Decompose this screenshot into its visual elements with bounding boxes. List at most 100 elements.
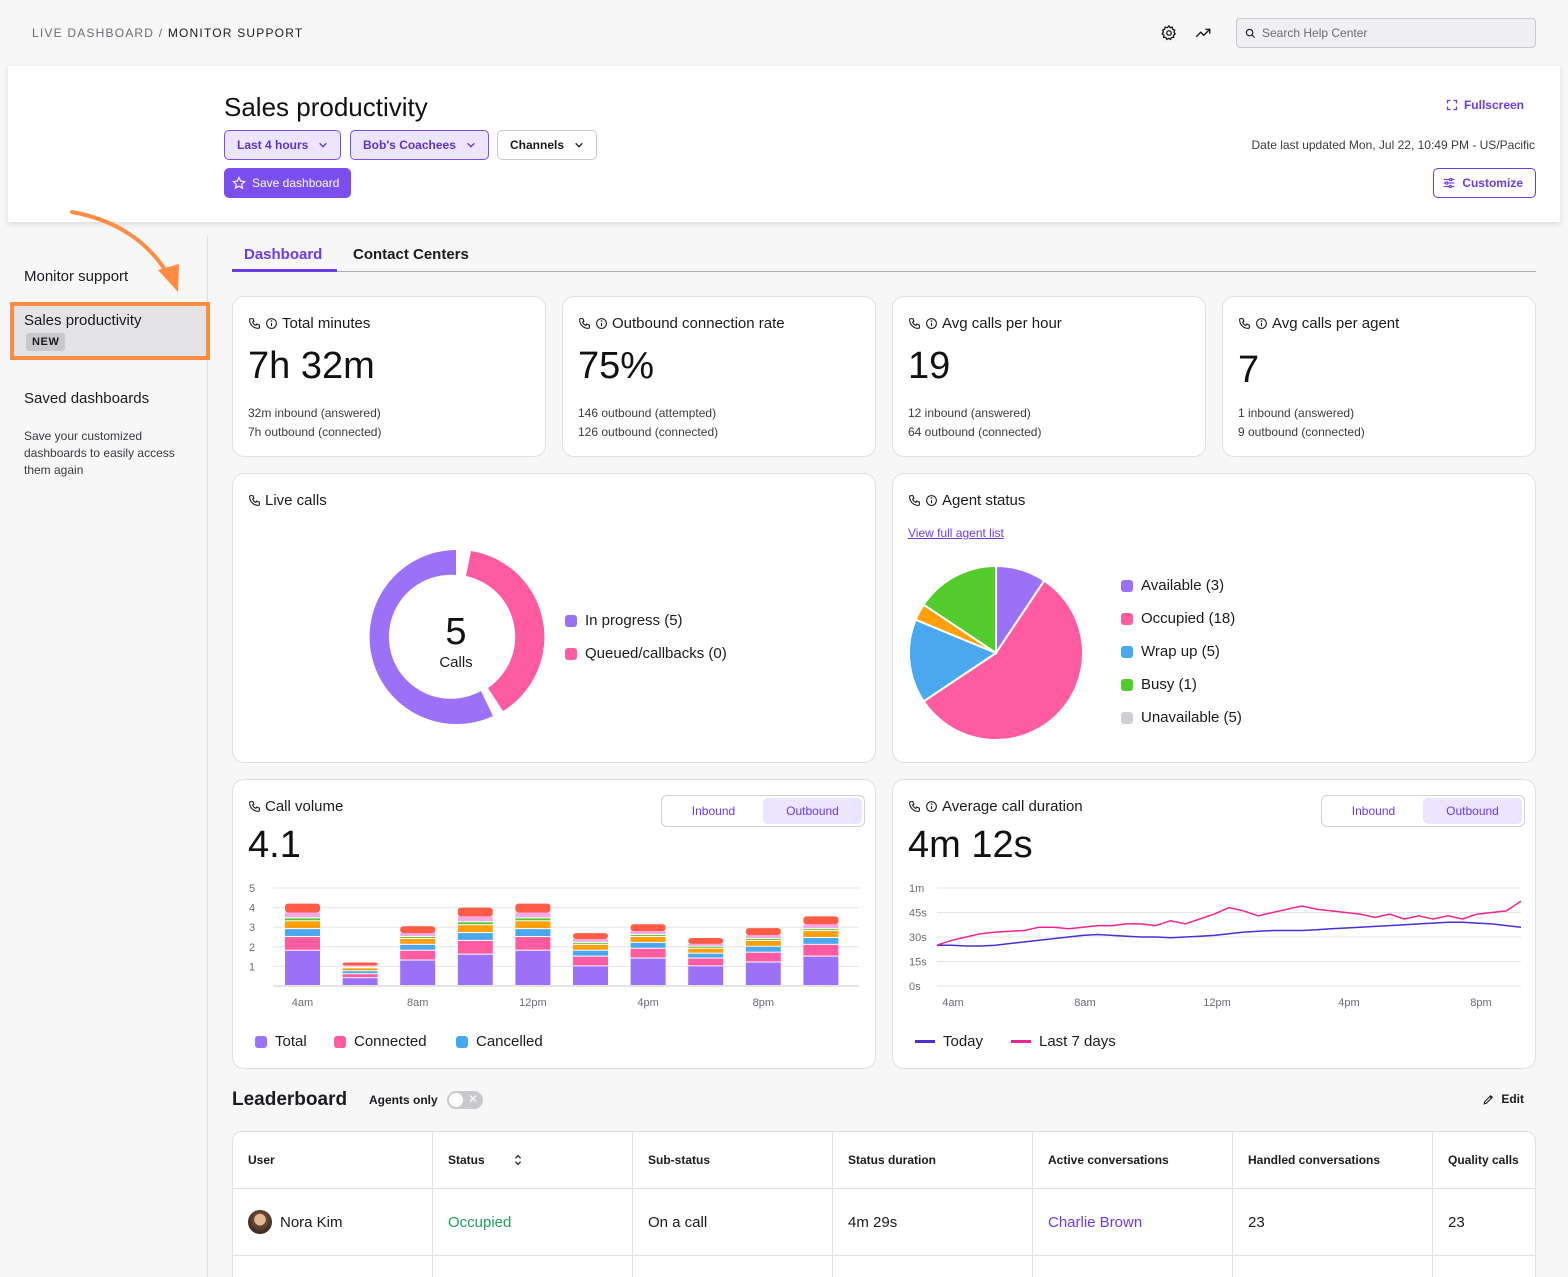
time-filter-dropdown[interactable]: Last 4 hours xyxy=(224,130,342,160)
bar-segment xyxy=(745,952,781,962)
card-title: Call volume xyxy=(248,798,343,815)
agent-status-card: Agent status View full agent list Availa… xyxy=(892,473,1536,763)
bar-segment xyxy=(285,929,320,936)
saved-dashboards-description: Save your customized dashboards to easil… xyxy=(24,429,175,477)
trending-up-icon[interactable] xyxy=(1192,22,1214,44)
user-name: Nora Kim xyxy=(280,1213,343,1231)
toggle-outbound[interactable]: Outbound xyxy=(1423,798,1522,824)
column-header-handled-conversations[interactable]: Handled conversations xyxy=(1233,1132,1433,1188)
toggle-inbound[interactable]: Inbound xyxy=(691,804,736,818)
settings-gear-icon[interactable] xyxy=(1158,22,1180,44)
donut-slice-in-progress xyxy=(369,550,493,724)
bar-segment xyxy=(515,929,551,936)
search-input[interactable] xyxy=(1262,26,1512,40)
new-badge: NEW xyxy=(26,333,66,351)
toggle-outbound[interactable]: Outbound xyxy=(763,798,862,824)
info-icon[interactable] xyxy=(925,317,938,330)
bar-segment xyxy=(573,942,608,944)
channels-filter-dropdown[interactable]: Channels xyxy=(497,130,598,160)
info-icon[interactable] xyxy=(595,317,608,330)
edit-button[interactable]: Edit xyxy=(1482,1092,1524,1106)
tab-dashboard[interactable]: Dashboard xyxy=(244,246,323,263)
table-row-partial xyxy=(633,1255,833,1277)
table-cell-active-conversation-link[interactable]: Charlie Brown xyxy=(1033,1188,1233,1255)
donut-center-value: 5 xyxy=(445,611,466,653)
legend-item: Today xyxy=(915,1033,983,1050)
bar-segment xyxy=(688,958,724,966)
legend-item: Occupied (18) xyxy=(1121,610,1235,627)
top-bar: LIVE DASHBOARD / MONITOR SUPPORT xyxy=(0,0,1568,66)
bar-segment xyxy=(573,956,608,966)
table-row-partial xyxy=(433,1255,633,1277)
bar-segment xyxy=(803,956,839,985)
donut-slice-queued xyxy=(466,551,545,711)
save-dashboard-button[interactable]: Save dashboard xyxy=(224,168,352,198)
team-filter-dropdown[interactable]: Bob's Coachees xyxy=(350,130,489,160)
card-title-text: Live calls xyxy=(265,492,327,509)
column-header-quality-calls[interactable]: Quality calls xyxy=(1448,1153,1519,1167)
fullscreen-label: Fullscreen xyxy=(1463,98,1524,112)
chevron-down-icon xyxy=(575,142,583,148)
legend-swatch xyxy=(1121,711,1133,724)
kpi-title: Avg calls per hour xyxy=(908,315,1062,332)
sidebar-item-saved-dashboards[interactable]: Saved dashboards xyxy=(24,390,150,407)
column-header-active-conversations[interactable]: Active conversations xyxy=(1033,1132,1233,1188)
info-icon[interactable] xyxy=(265,317,278,330)
bar-segment xyxy=(285,937,320,950)
kpi-sub: 1 inbound (answered) 9 outbound (connect… xyxy=(1238,404,1365,442)
y-tick-label: 15s xyxy=(909,957,927,969)
fullscreen-icon xyxy=(1446,99,1458,111)
legend-swatch xyxy=(255,1035,267,1048)
toggle-knob xyxy=(449,1093,463,1107)
legend-label: Unavailable (5) xyxy=(1141,709,1242,726)
bar-segment xyxy=(515,921,551,929)
table-cell-user[interactable]: Nora Kim xyxy=(233,1188,433,1255)
bar-segment xyxy=(515,903,551,913)
breadcrumb: LIVE DASHBOARD / MONITOR SUPPORT xyxy=(32,26,303,40)
y-tick-label: 2 xyxy=(249,942,255,954)
bar-segment xyxy=(745,938,781,940)
view-agent-list-link[interactable]: View full agent list xyxy=(908,526,1004,540)
breadcrumb-parent[interactable]: LIVE DASHBOARD xyxy=(32,26,155,40)
sidebar-item-sales-productivity[interactable]: Sales productivity NEW xyxy=(10,302,210,360)
sidebar: Monitor support Sales productivity NEW S… xyxy=(8,236,210,1277)
info-icon[interactable] xyxy=(925,494,938,507)
bar-segment xyxy=(745,946,781,952)
bar-segment xyxy=(457,907,493,917)
legend-swatch xyxy=(334,1035,346,1048)
kpi-sub: 12 inbound (answered) 64 outbound (conne… xyxy=(908,404,1041,442)
agents-only-toggle[interactable]: ✕ xyxy=(447,1091,483,1109)
call-volume-value: 4.1 xyxy=(248,824,301,866)
avg-duration-line-chart: 0s 15s 30s 45s 1m 4am 8am 12pm 4pm 8pm xyxy=(909,883,1522,1009)
legend-swatch xyxy=(565,614,577,627)
info-icon[interactable] xyxy=(925,800,938,813)
search-box xyxy=(1236,18,1536,48)
bar-segment xyxy=(342,962,378,966)
x-tick-label: 12pm xyxy=(519,997,547,1009)
save-dashboard-label: Save dashboard xyxy=(252,176,340,190)
bar-segment xyxy=(285,918,320,921)
toggle-inbound[interactable]: Inbound xyxy=(1351,804,1396,818)
kpi-title-text: Avg calls per agent xyxy=(1272,315,1400,332)
column-header-sub-status[interactable]: Sub-status xyxy=(633,1132,833,1188)
leaderboard-table: User Status Sub-status Status duration A… xyxy=(232,1131,1536,1277)
breadcrumb-current: MONITOR SUPPORT xyxy=(167,26,304,40)
column-header-user[interactable]: User xyxy=(233,1132,433,1188)
bar-segment xyxy=(457,922,493,925)
sort-icon[interactable] xyxy=(513,1154,523,1166)
kpi-sub-line: 64 outbound (connected) xyxy=(908,425,1042,439)
legend-label: Last 7 days xyxy=(1039,1033,1116,1050)
phone-icon xyxy=(909,318,920,329)
table-row-partial xyxy=(233,1255,433,1277)
info-icon[interactable] xyxy=(1255,317,1268,330)
column-header-status-duration[interactable]: Status duration xyxy=(833,1132,1033,1188)
kpi-card-avg-calls-per-agent: Avg calls per agent 7 1 inbound (answere… xyxy=(1222,296,1536,457)
leaderboard-title: Leaderboard xyxy=(232,1089,348,1110)
phone-icon xyxy=(1239,318,1250,329)
customize-button[interactable]: Customize xyxy=(1433,168,1536,198)
fullscreen-button[interactable]: Fullscreen xyxy=(1446,98,1524,112)
sidebar-item-monitor-support[interactable]: Monitor support xyxy=(24,268,129,285)
bar-segment xyxy=(573,933,608,939)
tab-contact-centers[interactable]: Contact Centers xyxy=(353,246,469,263)
column-header-status[interactable]: Status xyxy=(433,1132,633,1188)
